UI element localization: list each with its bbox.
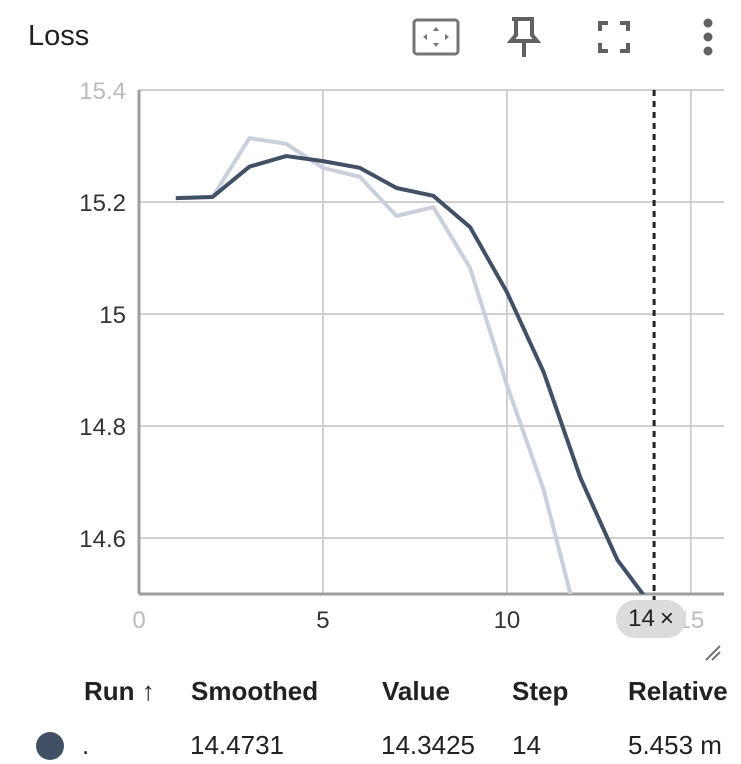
col-relative[interactable]: Relative	[628, 676, 728, 706]
run-color-dot	[36, 732, 64, 760]
x-tick-label: 0	[132, 607, 145, 634]
fullscreen-icon	[598, 21, 630, 53]
x-tick-label: 10	[494, 607, 521, 634]
raw-series-line	[175, 136, 573, 594]
col-run[interactable]: Run ↑	[84, 676, 155, 706]
fit-domain-icon	[412, 18, 460, 56]
y-tick-label: 15.4	[79, 78, 126, 105]
y-tick-label: 15.2	[79, 190, 126, 217]
cursor-pill[interactable]: 14 ×	[616, 600, 686, 638]
y-tick-label: 14.8	[79, 414, 126, 441]
col-value[interactable]: Value	[382, 676, 450, 706]
close-icon[interactable]: ×	[659, 605, 674, 632]
col-step[interactable]: Step	[512, 676, 569, 706]
step-value: 14	[512, 730, 541, 760]
smoothed-series-line	[175, 154, 646, 594]
pin-icon	[506, 17, 542, 57]
relative-value: 5.453 m	[628, 730, 722, 760]
fullscreen-button[interactable]	[590, 14, 638, 60]
smoothed-value: 14.4731	[190, 730, 284, 760]
card-title: Loss	[28, 20, 90, 52]
more-button[interactable]	[684, 14, 732, 60]
y-tick-label: 15	[99, 302, 126, 329]
pin-button[interactable]	[500, 14, 548, 60]
raw-value: 14.3425	[381, 730, 475, 760]
cursor-step-label: 14	[628, 605, 655, 632]
x-tick-label: 5	[316, 607, 329, 634]
run-name: .	[82, 730, 90, 760]
col-smoothed[interactable]: Smoothed	[191, 676, 319, 706]
y-tick-label: 14.6	[79, 526, 126, 553]
fit-domain-button[interactable]	[412, 14, 460, 60]
resize-handle-icon[interactable]	[702, 642, 724, 664]
more-vert-icon	[703, 18, 713, 56]
